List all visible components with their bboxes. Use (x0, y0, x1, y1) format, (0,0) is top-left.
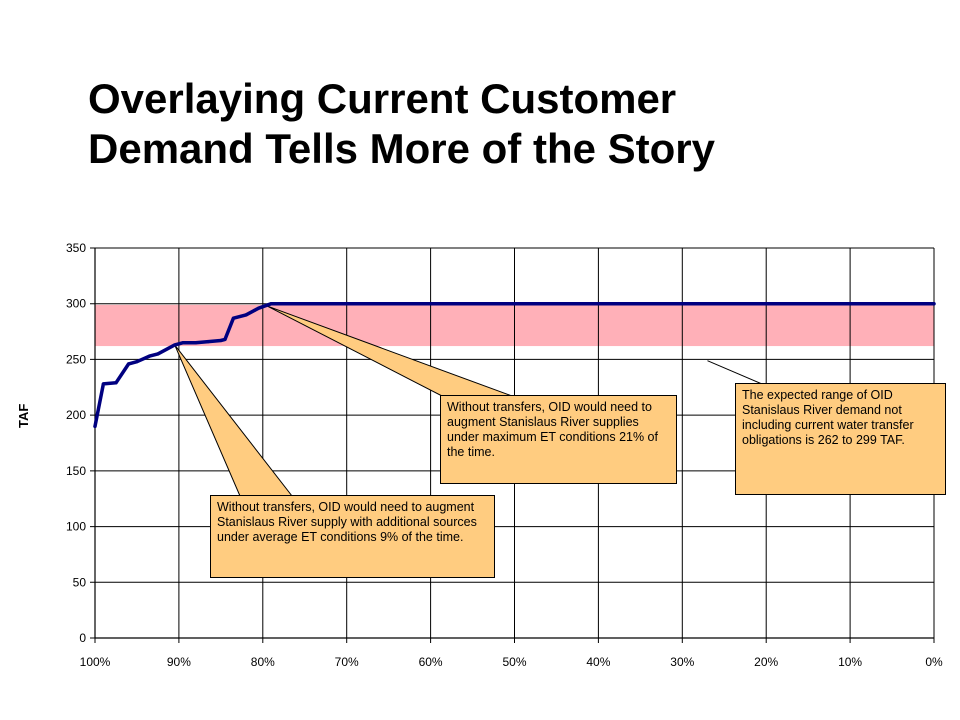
demand-point (181, 341, 185, 345)
demand-point (231, 316, 236, 320)
demand-point (223, 337, 227, 341)
y-tick-label: 250 (66, 352, 86, 366)
y-tick-label: 0 (79, 631, 86, 645)
demand-point (932, 302, 936, 306)
slide-title-line-2: Demand Tells More of the Story (88, 125, 715, 172)
x-tick-label: 90% (167, 655, 191, 669)
slide-title: Overlaying Current Customer Demand Tells… (88, 74, 908, 174)
slide-title-line-1: Overlaying Current Customer (88, 75, 677, 122)
demand-point (252, 308, 257, 312)
demand-point (173, 343, 177, 347)
x-tick-label: 0% (925, 655, 943, 669)
x-tick-label: 60% (419, 655, 443, 669)
x-tick-label: 40% (586, 655, 610, 669)
x-tick-label: 20% (754, 655, 778, 669)
y-tick-label: 200 (66, 408, 86, 422)
x-tick-label: 10% (838, 655, 862, 669)
x-tick-label: 100% (80, 655, 111, 669)
demand-point (206, 340, 210, 344)
y-tick-label: 350 (66, 241, 86, 255)
demand-point (101, 382, 105, 386)
demand-point (126, 362, 131, 366)
demand-point (93, 424, 97, 428)
callout-demand-range: The expected range of OID Stanislaus Riv… (735, 383, 946, 495)
demand-point (194, 341, 198, 345)
x-tick-label: 80% (251, 655, 275, 669)
x-tick-label: 70% (335, 655, 359, 669)
y-tick-label: 100 (66, 520, 86, 534)
y-tick-label: 150 (66, 464, 86, 478)
tick-labels-layer: 0 50 100 150 200 250 300 350 100% 90% 80% 70% 60% 50%… (66, 241, 943, 669)
callout-9-percent: Without transfers, OID would need to aug… (210, 495, 495, 578)
demand-point (257, 306, 261, 310)
axes-layer (94, 248, 934, 639)
demand-point (114, 381, 118, 385)
demand-point (219, 338, 223, 343)
demand-point (156, 352, 160, 356)
demand-point (244, 313, 248, 317)
demand-point (135, 360, 139, 364)
series-layer (93, 301, 936, 429)
y-axis-label: TAF (16, 403, 31, 428)
callout-demand-range-pointer (707, 360, 763, 385)
callout-21-percent: Without transfers, OID would need to aug… (440, 395, 677, 484)
x-tick-label: 50% (502, 655, 526, 669)
demand-point (269, 302, 273, 306)
y-tick-label: 50 (73, 575, 87, 589)
x-tick-label: 30% (670, 655, 694, 669)
demand-point (147, 354, 152, 358)
y-tick-label: 300 (66, 297, 86, 311)
